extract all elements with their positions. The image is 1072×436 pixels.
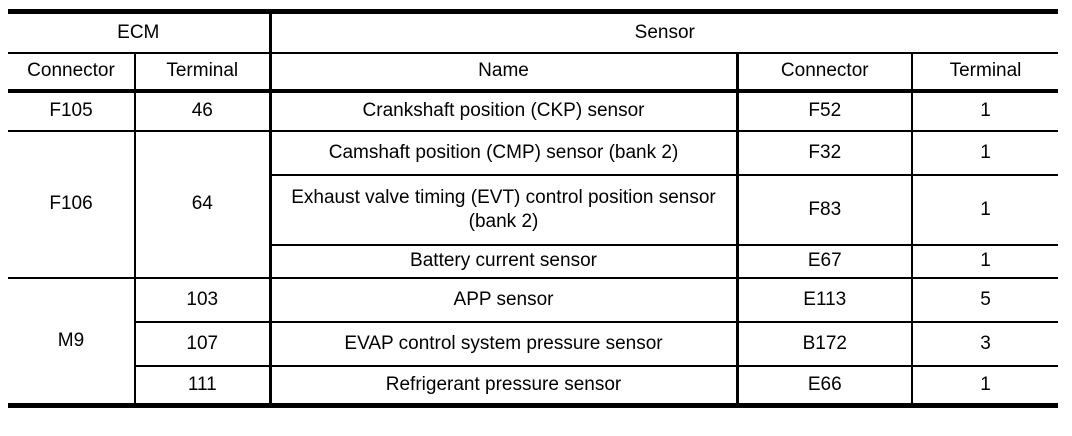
cell-sensor-name: EVAP control system pressure sensor [268, 320, 739, 367]
header-sensor-terminal: Terminal [911, 51, 1059, 93]
cell-ecm-terminal: 64 [133, 129, 272, 279]
cell-sensor-name: Exhaust valve timing (EVT) control posit… [268, 173, 739, 246]
ecm-sensor-table-container: ECM Sensor Connector Terminal Name Conne… [8, 9, 1059, 408]
cell-sensor-connector: B172 [735, 320, 914, 367]
cell-ecm-connector: M9 [8, 276, 136, 407]
table-row: 107 EVAP control system pressure sensor … [8, 320, 1059, 367]
cell-sensor-terminal: 5 [911, 276, 1059, 323]
cell-sensor-terminal: 3 [911, 320, 1059, 367]
table-row: Battery current sensor E67 1 [8, 243, 1059, 279]
cell-sensor-terminal: 1 [911, 129, 1059, 176]
header-group-sensor: Sensor [268, 10, 1059, 54]
cell-sensor-name: Camshaft position (CMP) sensor (bank 2) [268, 129, 739, 176]
header-sensor-connector: Connector [735, 51, 914, 93]
header-sensor-name: Name [268, 51, 739, 93]
cell-sensor-name: Battery current sensor [268, 243, 739, 279]
cell-sensor-terminal: 1 [911, 173, 1059, 246]
cell-sensor-connector: F32 [735, 129, 914, 176]
cell-sensor-terminal: 1 [911, 243, 1059, 279]
header-ecm-connector: Connector [8, 51, 136, 93]
cell-sensor-terminal: 1 [911, 89, 1059, 132]
cell-ecm-terminal: 107 [133, 320, 272, 367]
cell-sensor-connector: E113 [735, 276, 914, 323]
cell-sensor-connector: E67 [735, 243, 914, 279]
table-row: M9 103 APP sensor E113 5 [8, 276, 1059, 407]
cell-ecm-terminal: 111 [133, 364, 272, 407]
cell-sensor-name: Refrigerant pressure sensor [268, 364, 739, 407]
table-row: Exhaust valve timing (EVT) control posit… [8, 173, 1059, 246]
cell-sensor-name: APP sensor [268, 276, 739, 323]
table-row-column-header: Connector Terminal Name Connector Termin… [8, 51, 1059, 93]
table-row: F105 46 Crankshaft position (CKP) sensor… [8, 89, 1059, 132]
ecm-sensor-table: ECM Sensor Connector Terminal Name Conne… [8, 9, 1059, 408]
header-group-ecm: ECM [8, 10, 272, 54]
table-row: 111 Refrigerant pressure sensor E66 1 [8, 364, 1059, 407]
header-ecm-terminal: Terminal [133, 51, 272, 93]
cell-ecm-terminal: 103 [133, 276, 272, 323]
cell-ecm-terminal: 46 [133, 89, 272, 132]
cell-sensor-name: Crankshaft position (CKP) sensor [268, 89, 739, 132]
table-row: F106 64 Camshaft position (CMP) sensor (… [8, 129, 1059, 279]
cell-ecm-connector: F105 [8, 89, 136, 132]
cell-sensor-terminal: 1 [911, 364, 1059, 407]
cell-sensor-connector: E66 [735, 364, 914, 407]
cell-ecm-connector: F106 [8, 129, 136, 279]
table-row-group-header: ECM Sensor [8, 10, 1059, 54]
cell-sensor-connector: F52 [735, 89, 914, 132]
cell-sensor-connector: F83 [735, 173, 914, 246]
